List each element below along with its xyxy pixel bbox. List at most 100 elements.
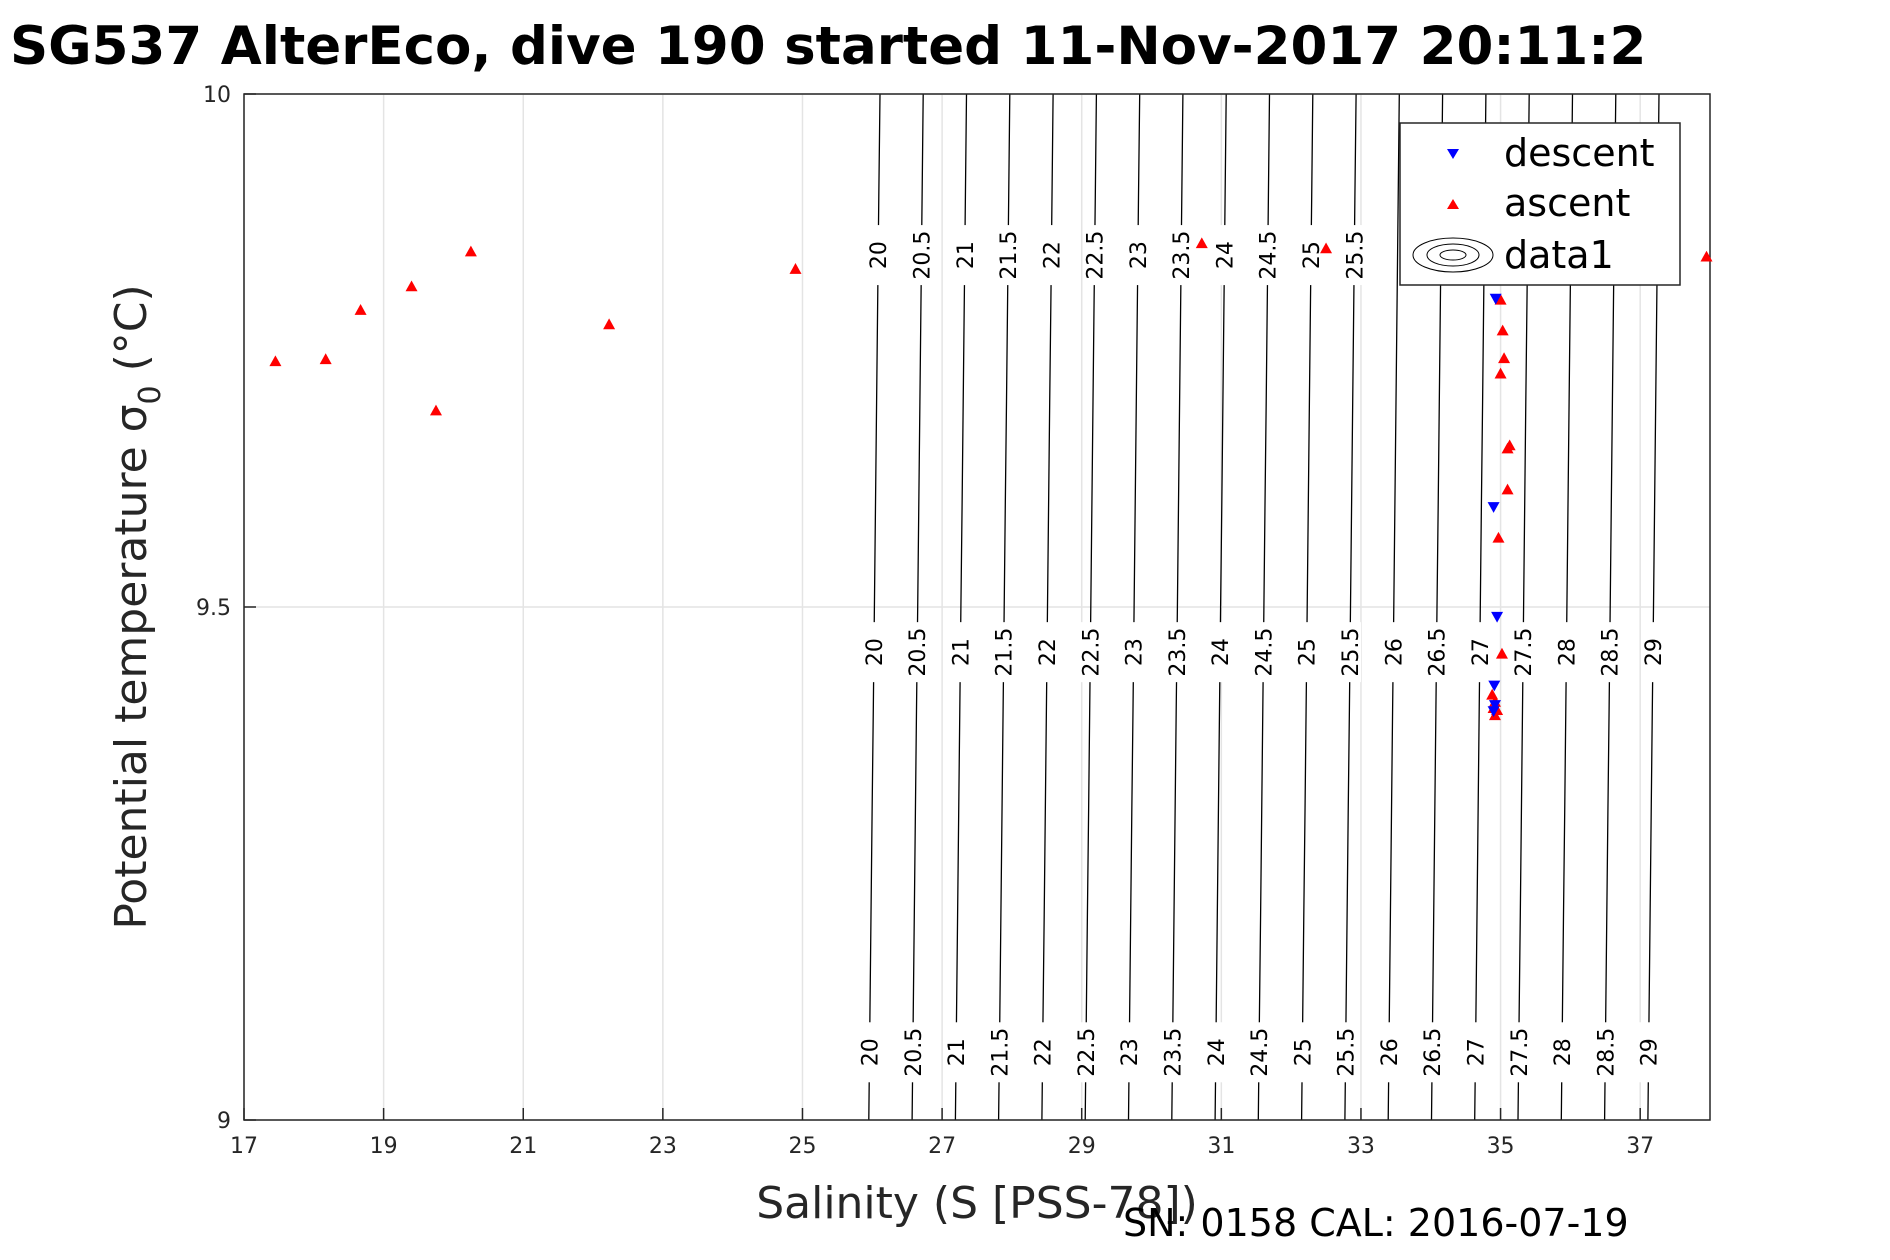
contour-label-background — [953, 225, 976, 286]
descent-point — [1487, 502, 1500, 513]
legend-box — [1399, 122, 1681, 286]
descent-point — [1487, 706, 1500, 718]
x-tick-label: 33 — [1347, 1134, 1375, 1159]
contour-label: 26.5 — [1426, 628, 1451, 677]
ascent-point — [405, 280, 418, 292]
legend-data1-label: data1 — [1504, 233, 1614, 277]
contour-label-background — [910, 225, 933, 286]
contour-label-background — [1083, 225, 1106, 286]
contour-label: 21.5 — [997, 231, 1022, 280]
contour-label: 22 — [1032, 1038, 1057, 1066]
contour-label: 28.5 — [1594, 1028, 1619, 1077]
x-tick-label: 17 — [230, 1134, 258, 1159]
contour-label-background — [1300, 225, 1323, 286]
descent-point — [1488, 680, 1501, 692]
contour-label: 22 — [1036, 638, 1061, 666]
contour-label-background — [992, 622, 1015, 683]
contour-label: 28 — [1555, 638, 1580, 666]
ascent-point — [1320, 242, 1333, 254]
contour-label: 22 — [1040, 241, 1065, 269]
contour-label-background — [1377, 1022, 1400, 1083]
ascent-point — [603, 318, 616, 330]
x-tick-label: 35 — [1487, 1134, 1515, 1159]
contour-label: 20.5 — [906, 628, 931, 677]
legend: descent ascent data1 — [1399, 122, 1681, 286]
contour-label: 23 — [1123, 638, 1148, 666]
contour-label: 27 — [1465, 1038, 1490, 1066]
ascent-point — [1495, 647, 1508, 659]
contour-label-background — [949, 622, 972, 683]
contour-label: 25 — [1300, 241, 1325, 269]
x-tick-label: 27 — [928, 1134, 956, 1159]
legend-ascent-marker — [1447, 199, 1459, 209]
contour-label-background — [1637, 1022, 1660, 1083]
contour-label: 25.5 — [1335, 1028, 1360, 1077]
ascent-point — [1488, 709, 1501, 721]
ascent-point — [429, 404, 442, 416]
x-axis-label: Salinity (S [PSS-78]) — [756, 1178, 1198, 1229]
contour-label-background — [1170, 225, 1193, 286]
ascent-point — [1494, 293, 1507, 305]
contour-label-background — [1118, 1022, 1141, 1083]
contour-label-background — [1126, 225, 1149, 286]
contour-label: 20 — [867, 241, 892, 269]
axis-ticks: 17 19 21 23 25 27 29 31 33 35 37 9 9.5 10 — [196, 83, 1654, 1159]
density-contour-line — [1387, 93, 1400, 1121]
density-contours: 20 20.5 21 21.5 22 22.5 23 23.5 24 24.5 25 25.5 29 20… — [859, 93, 1671, 1121]
contour-label-background — [1040, 225, 1063, 286]
ascent-point — [269, 355, 282, 367]
contour-label: 22.5 — [1079, 628, 1104, 677]
contour-label: 24.5 — [1252, 628, 1277, 677]
contour-label-background — [1594, 1022, 1617, 1083]
contour-label-background — [1425, 622, 1448, 683]
legend-ascent-label: ascent — [1504, 181, 1630, 225]
contour-label-background — [1464, 1022, 1487, 1083]
contour-label-background — [1165, 622, 1188, 683]
legend-contour-icon — [1412, 237, 1494, 273]
contour-label: 25.5 — [1343, 231, 1368, 280]
contour-label-background — [1421, 1022, 1444, 1083]
ascent-point — [354, 304, 367, 315]
contour-label: 20 — [859, 1038, 884, 1066]
contour-label-background — [1209, 622, 1232, 683]
contour-label-background — [1295, 622, 1318, 683]
contour-label-background — [1161, 1022, 1184, 1083]
contour-label-background — [1507, 1022, 1530, 1083]
x-tick-label: 23 — [649, 1134, 677, 1159]
contour-label: 20.5 — [902, 1028, 927, 1077]
contour-label: 25 — [1296, 638, 1321, 666]
contour-label-background — [1074, 1022, 1097, 1083]
contour-label: 24.5 — [1257, 231, 1282, 280]
contour-label-background — [862, 622, 885, 683]
contour-label: 23 — [1127, 241, 1152, 269]
contour-label-background — [1256, 225, 1279, 286]
contour-label-background — [1291, 1022, 1314, 1083]
y-axis-label-main: Potential temperature σ — [106, 404, 157, 929]
descent-point — [1489, 293, 1502, 305]
x-tick-label: 21 — [509, 1134, 537, 1159]
descent-point — [1488, 700, 1501, 711]
contour-label-background — [1252, 622, 1275, 683]
contour-label: 20 — [863, 638, 888, 666]
contour-label: 24 — [1205, 1038, 1230, 1066]
contour-label: 23.5 — [1170, 231, 1195, 280]
contour-label: 21 — [954, 241, 979, 269]
ascent-point — [464, 245, 477, 257]
contour-label-background — [901, 1022, 924, 1083]
x-tick-label: 31 — [1207, 1134, 1235, 1159]
contour-label: 25.5 — [1339, 628, 1364, 677]
contour-label: 27.5 — [1512, 628, 1537, 677]
serial-calibration-footer: SN: 0158 CAL: 2016-07-19 — [1123, 1201, 1629, 1245]
ascent-point — [1700, 250, 1713, 262]
ascent-point — [1494, 367, 1507, 379]
contour-label: 27 — [1469, 638, 1494, 666]
contour-label-background — [1338, 622, 1361, 683]
ascent-point — [1503, 439, 1516, 451]
contour-label: 24 — [1209, 638, 1234, 666]
x-tick-label: 29 — [1068, 1134, 1096, 1159]
contour-label-background — [1641, 622, 1664, 683]
contour-label: 22.5 — [1075, 1028, 1100, 1077]
contour-label: 23.5 — [1166, 628, 1191, 677]
ascent-point — [319, 353, 332, 365]
